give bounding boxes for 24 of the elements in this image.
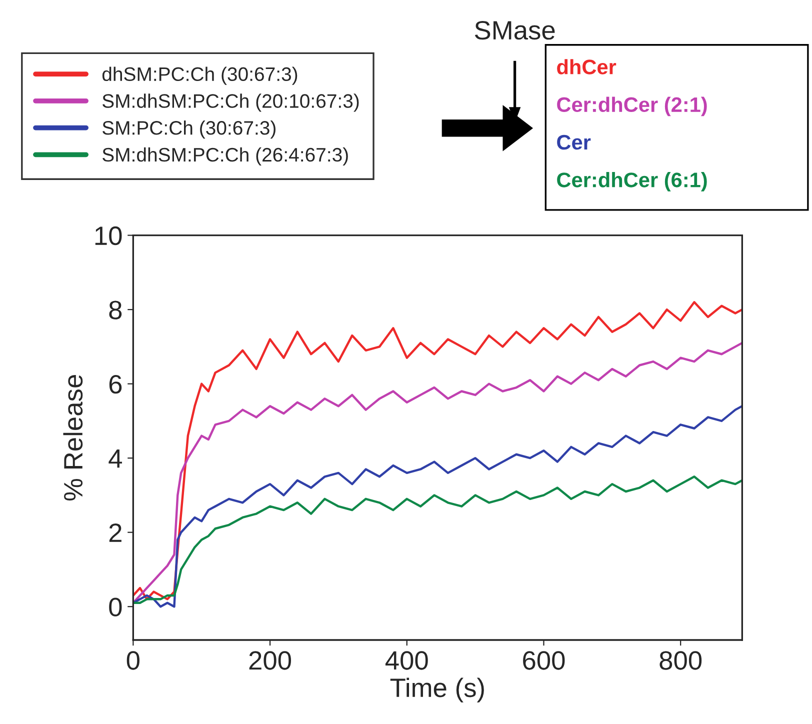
legend-label: SM:dhSM:PC:Ch (20:10:67:3) — [102, 94, 359, 112]
x-tick-label: 600 — [523, 651, 565, 670]
x-axis-title: Time (s) — [390, 678, 484, 702]
x-tick-label: 0 — [126, 651, 140, 670]
line-series — [133, 476, 742, 604]
text: Cer — [557, 134, 591, 150]
y-tick-label: 10 — [95, 226, 122, 246]
y-tick-label: 8 — [109, 300, 122, 320]
x-tick-label: 400 — [385, 651, 428, 670]
x-tick-label: 200 — [249, 651, 292, 670]
y-axis-title: % Release — [63, 375, 83, 501]
legend-label: SM:dhSM:PC:Ch (26:4:67:3) — [102, 147, 348, 166]
x-tick-label: 800 — [660, 651, 702, 670]
y-tick-label: 2 — [109, 523, 122, 542]
text: Cer:dhCer (2:1) — [557, 96, 707, 116]
text: SMase — [474, 20, 555, 40]
y-tick-label: 6 — [109, 374, 122, 394]
y-tick-label: 0 — [109, 598, 122, 616]
line-series — [133, 404, 742, 608]
legend-label: SM:PC:Ch (30:67:3) — [102, 120, 276, 139]
legend-label: dhSM:PC:Ch (30:67:3) — [102, 66, 298, 85]
text: Cer:dhCer (6:1) — [557, 172, 707, 192]
y-tick-label: 4 — [108, 449, 122, 468]
text: dhCer — [557, 59, 616, 74]
